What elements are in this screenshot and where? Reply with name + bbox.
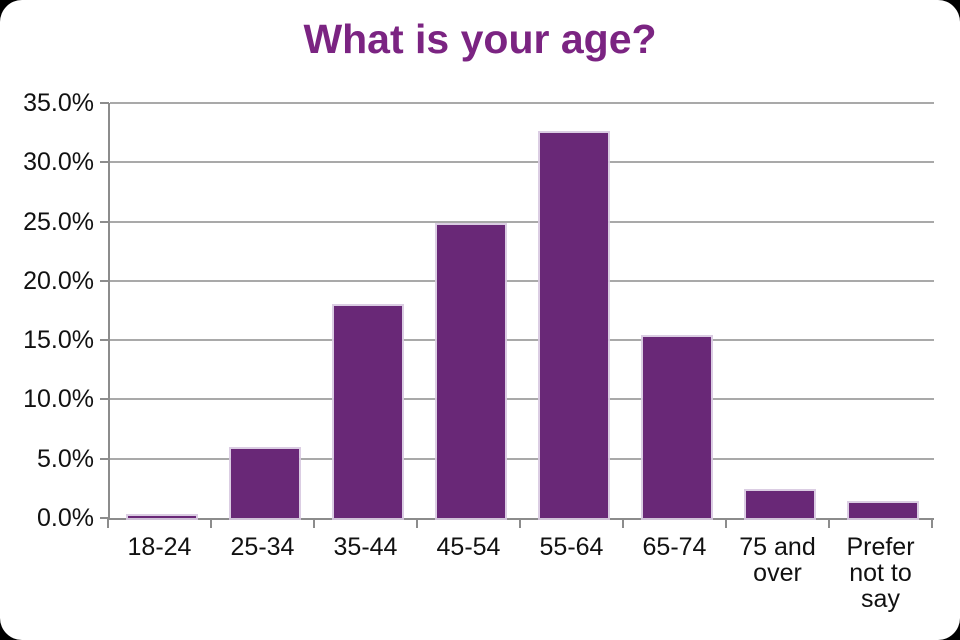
plot-area xyxy=(108,102,934,520)
gridline-30 xyxy=(110,161,934,164)
y-tick-30 xyxy=(100,161,109,164)
bar-prefer-not-to-say xyxy=(848,502,917,518)
gridline-5 xyxy=(110,457,934,460)
gridline-15 xyxy=(110,339,934,342)
x-tick-0 xyxy=(107,519,109,528)
y-tick-10 xyxy=(100,398,109,401)
x-tick-5 xyxy=(622,519,624,528)
y-axis-label-5: 5.0% xyxy=(37,444,94,473)
bar-65-74 xyxy=(642,336,711,518)
chart-title: What is your age? xyxy=(303,16,657,62)
x-tick-7 xyxy=(828,519,830,528)
bar-25-34 xyxy=(230,449,299,518)
x-axis-label-18-24: 18-24 xyxy=(127,533,192,561)
x-axis-label-prefer-not-to-say: Prefer not to say xyxy=(846,533,915,613)
x-axis-label-45-54: 45-54 xyxy=(436,533,501,561)
y-tick-5 xyxy=(100,457,109,460)
gridline-25 xyxy=(110,220,934,223)
gridline-35 xyxy=(110,102,934,104)
y-axis-label-15: 15.0% xyxy=(23,326,94,355)
bar-45-54 xyxy=(436,225,505,518)
gridline-10 xyxy=(110,398,934,401)
x-tick-1 xyxy=(210,519,212,528)
x-axis-label-35-44: 35-44 xyxy=(333,533,398,561)
x-tick-2 xyxy=(313,519,315,528)
y-axis-label-20: 20.0% xyxy=(23,266,94,295)
x-axis-label-25-34: 25-34 xyxy=(230,533,295,561)
y-tick-15 xyxy=(100,339,109,342)
x-tick-3 xyxy=(416,519,418,528)
x-tick-8 xyxy=(931,519,933,528)
y-tick-20 xyxy=(100,279,109,282)
x-tick-6 xyxy=(725,519,727,528)
y-axis-label-30: 30.0% xyxy=(23,148,94,177)
gridline-20 xyxy=(110,279,934,282)
y-axis-label-10: 10.0% xyxy=(23,385,94,414)
bar-75-and-over xyxy=(745,490,814,518)
y-axis-label-0: 0.0% xyxy=(37,504,94,532)
bar-18-24 xyxy=(127,515,196,518)
y-axis-label-35: 35.0% xyxy=(23,89,94,117)
x-tick-4 xyxy=(519,519,521,528)
y-axis-label-25: 25.0% xyxy=(23,207,94,236)
y-tick-35 xyxy=(100,102,109,104)
bar-35-44 xyxy=(333,305,402,518)
y-tick-25 xyxy=(100,220,109,223)
x-axis-label-65-74: 65-74 xyxy=(642,533,707,561)
x-axis-label-55-64: 55-64 xyxy=(539,533,604,561)
bar-55-64 xyxy=(539,132,608,518)
x-axis-label-75-and-over: 75 and over xyxy=(739,533,816,587)
y-tick-0 xyxy=(100,517,109,519)
